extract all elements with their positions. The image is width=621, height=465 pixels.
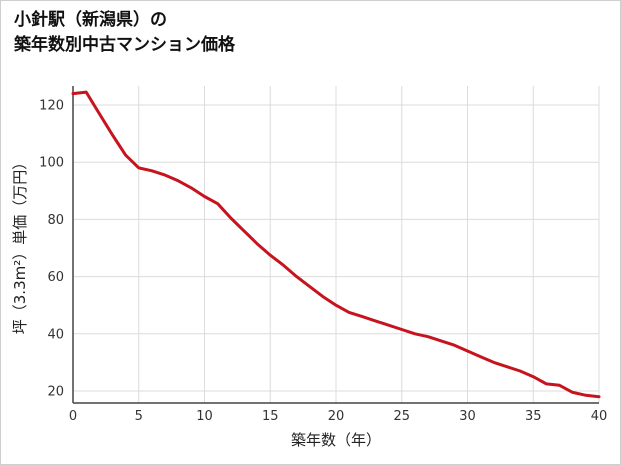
x-axis-title: 築年数（年）	[291, 431, 381, 449]
x-tick-label: 5	[135, 409, 143, 424]
y-tick-label: 100	[39, 156, 64, 171]
y-tick-label: 20	[47, 385, 64, 400]
tick-labels: 0 5 10 15 20 25 30 35 40 20 40 60 80 100 120	[39, 99, 607, 425]
y-tick-label: 60	[47, 270, 64, 285]
axes	[72, 86, 599, 404]
chart-title: 小針駅（新潟県）の 築年数別中古マンション価格	[14, 8, 235, 57]
x-tick-label: 15	[262, 409, 279, 424]
y-tick-label: 120	[39, 99, 64, 114]
y-tick-label: 80	[47, 213, 64, 228]
x-tick-label: 30	[459, 409, 476, 424]
chart-title-line-1: 小針駅（新潟県）の	[14, 10, 167, 30]
y-tick-label: 40	[47, 327, 64, 342]
x-tick-label: 10	[196, 409, 213, 424]
x-tick-label: 25	[393, 409, 410, 424]
gridlines	[72, 86, 600, 403]
chart-title-line-2: 築年数別中古マンション価格	[14, 34, 235, 55]
x-tick-label: 20	[328, 409, 345, 424]
x-tick-label: 40	[591, 409, 608, 424]
x-tick-label: 0	[69, 409, 77, 424]
y-axis-title: 坪（3.3m²）単価（万円）	[11, 155, 29, 334]
price-line	[71, 90, 601, 399]
x-tick-label: 35	[525, 409, 542, 424]
